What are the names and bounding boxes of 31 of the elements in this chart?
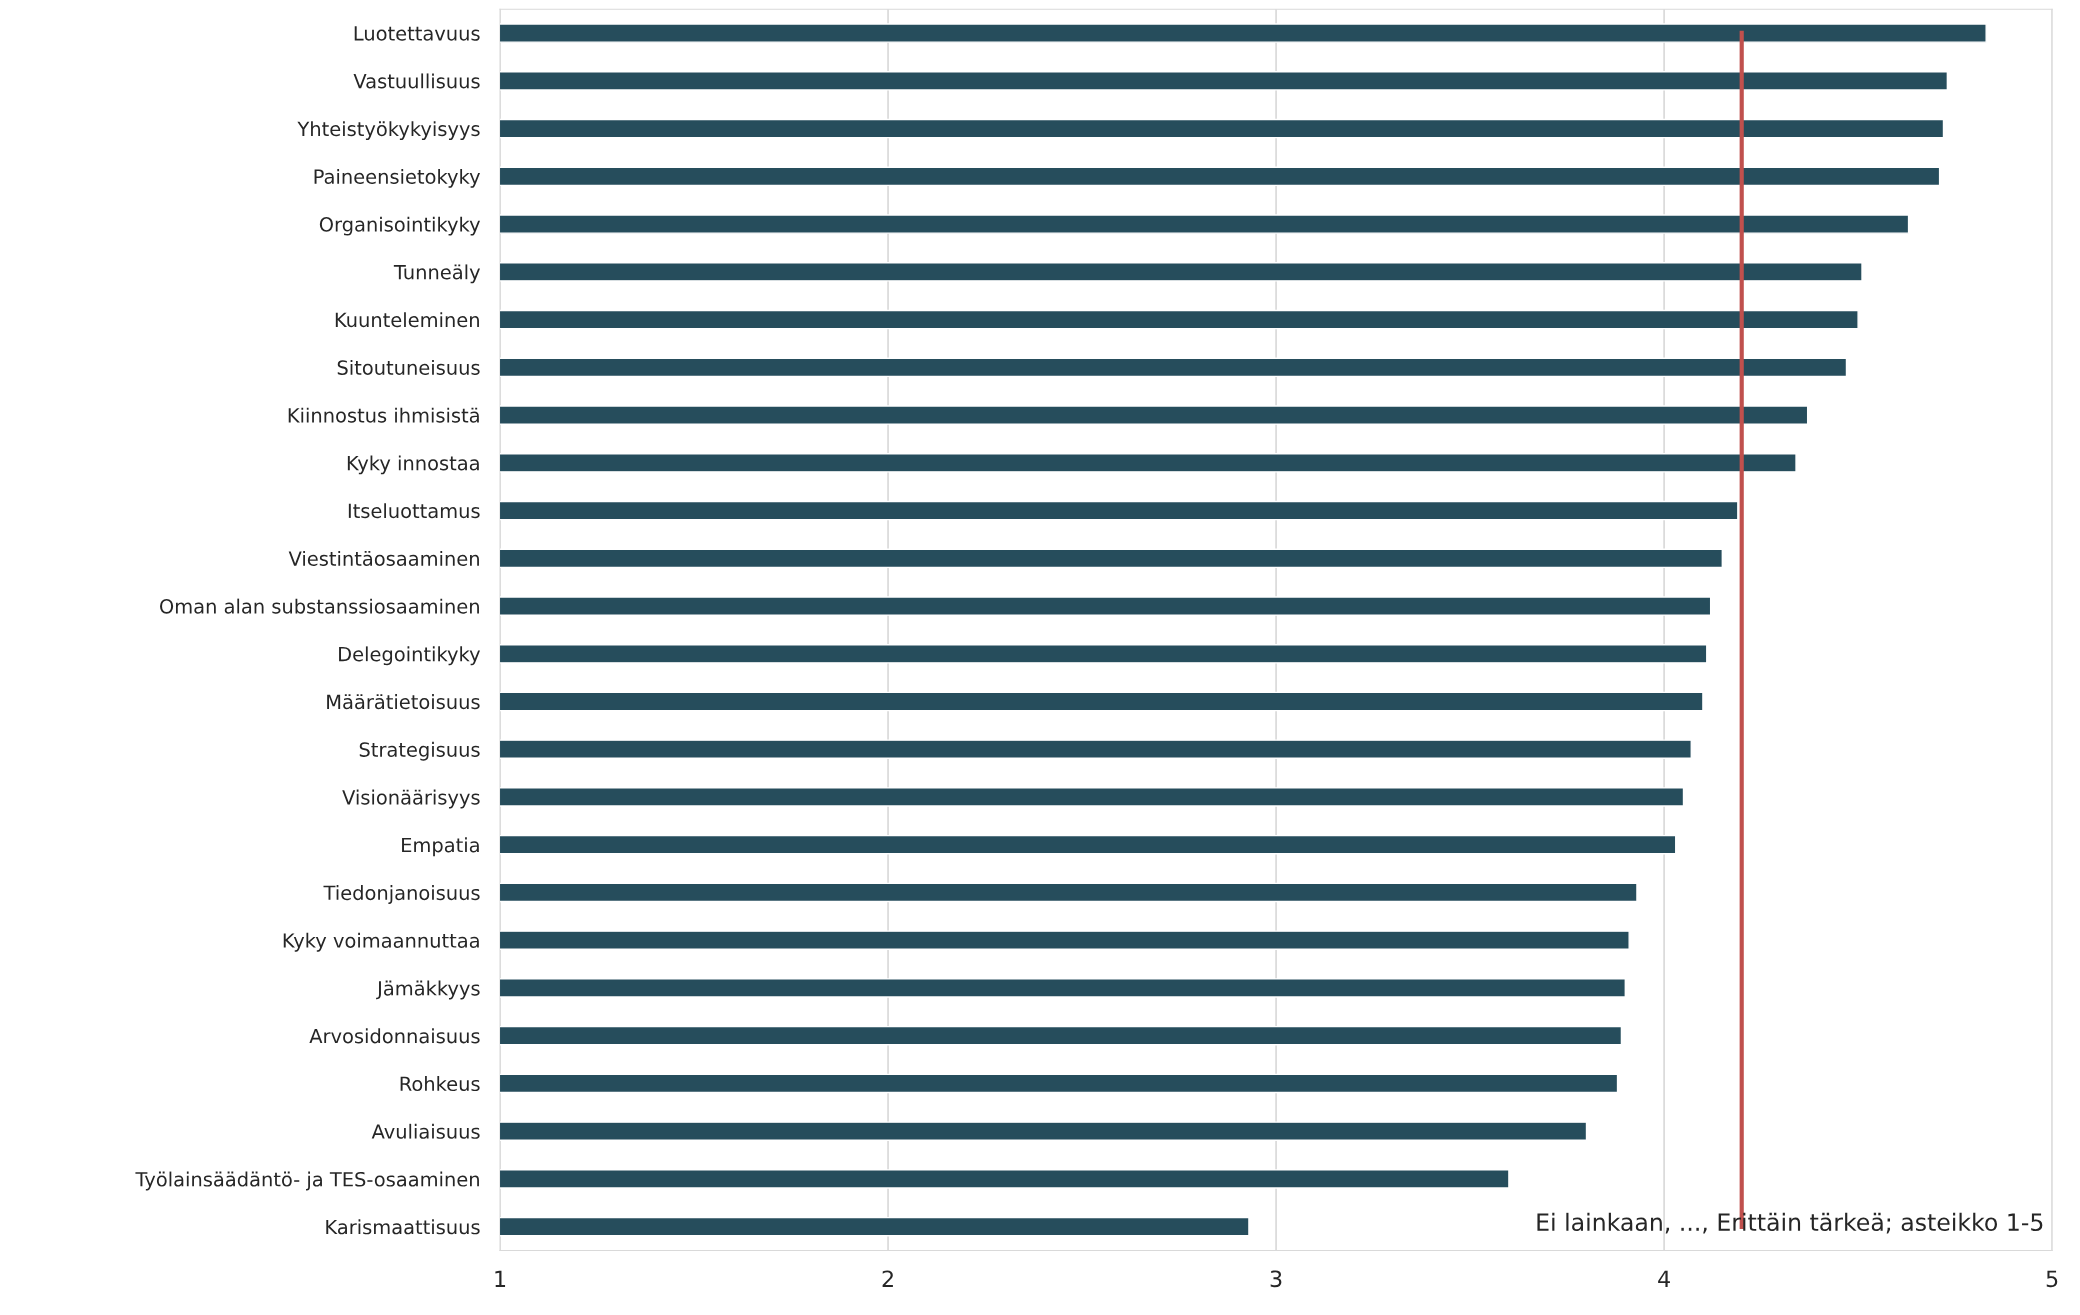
y-tick-label: Paineensietokyky	[314, 168, 481, 188]
x-tick-label: 2	[882, 1270, 893, 1287]
y-tick-label: Tunneäly	[393, 264, 481, 284]
y-tick-label: Työlainsäädäntö- ja TES-osaaminen	[135, 1171, 479, 1191]
y-tick-label: Organisointikyky	[319, 216, 481, 236]
y-tick-label: Tiedonjanoisuus	[323, 885, 480, 904]
y-tick-label: Delegointikyky	[339, 646, 480, 666]
y-tick-label: Viestintäosaaminen	[288, 550, 479, 566]
y-tick-label: Empatia	[402, 837, 479, 857]
y-tick-label: Oman alan substanssiosaaminen	[160, 598, 479, 614]
y-tick-label: Jämäkkyys	[376, 980, 480, 1000]
y-tick-label: Kyky voimaannuttaa	[283, 932, 479, 952]
y-tick-label: Kyky innostaa	[347, 455, 479, 475]
y-tick-label: Luotettavuus	[354, 26, 480, 41]
y-tick-label: Karismaattisuus	[326, 1219, 480, 1235]
x-tick-label: 3	[1270, 1270, 1282, 1288]
y-tick-label: Itseluottamus	[348, 503, 480, 519]
y-tick-label: Määrätietoisuus	[327, 694, 480, 710]
y-tick-label: Avuliaisuus	[371, 1123, 480, 1139]
x-tick-label: 1	[495, 1270, 506, 1287]
y-tick-label: Visionäärisyys	[342, 789, 480, 809]
y-tick-label: Rohkeus	[400, 1076, 480, 1092]
x-tick-label: 4	[1658, 1270, 1670, 1287]
y-tick-label: Kiinnostus ihmisistä	[288, 407, 479, 423]
y-tick-label: Sitoutuneisuus	[337, 359, 480, 375]
y-tick-label: Strategisuus	[359, 741, 480, 761]
y-tick-label: Arvosidonnaisuus	[309, 1028, 480, 1044]
x-tick-label: 5	[2046, 1270, 2058, 1288]
y-tick-label: Kuunteleminen	[335, 312, 479, 328]
y-tick-label: Vastuullisuus	[353, 73, 480, 89]
y-tick-label: Yhteistyökykyisyys	[297, 121, 480, 140]
